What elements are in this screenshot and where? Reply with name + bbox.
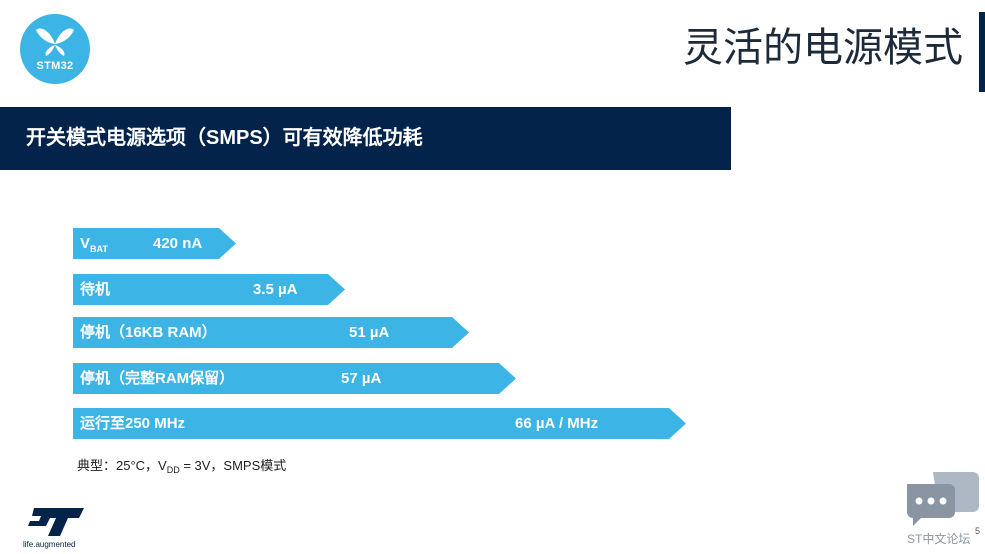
mode-value: 51 µA [349, 324, 390, 341]
mode-arrow-vbat: VBAT 420 nA [73, 228, 236, 259]
mode-label: 停机（完整RAM保留） [80, 370, 235, 387]
mode-label: 待机 [80, 281, 111, 298]
mode-value: 57 µA [341, 370, 382, 387]
subtitle-band: 开关模式电源选项（SMPS）可有效降低功耗 [0, 107, 731, 170]
mode-label: 停机（16KB RAM） [80, 324, 217, 341]
butterfly-icon [36, 28, 74, 56]
st-tagline: life.augmented [23, 540, 76, 549]
mode-label: VBAT [80, 235, 108, 254]
chat-bubble-icon [907, 472, 979, 526]
st-logo-icon [28, 508, 84, 536]
mode-label: 运行至250 MHz [80, 415, 186, 432]
logo-text: STM32 [36, 60, 74, 72]
mode-arrow-stop-full-ram: 停机（完整RAM保留） 57 µA [73, 363, 516, 394]
title-accent-bar [979, 12, 985, 92]
slide-subtitle: 开关模式电源选项（SMPS）可有效降低功耗 [26, 127, 423, 149]
mode-arrow-stop-16kb: 停机（16KB RAM） 51 µA [73, 317, 469, 348]
forum-label: ST中文论坛 [907, 532, 971, 546]
mode-arrow-standby: 待机 3.5 µA [73, 274, 345, 305]
page-number: 5 [975, 526, 981, 536]
mode-value: 420 nA [153, 235, 203, 252]
stm32-logo: STM32 [20, 14, 90, 84]
mode-value: 3.5 µA [253, 281, 298, 298]
mode-value: 66 µA / MHz [515, 415, 599, 432]
slide-title: 灵活的电源模式 [683, 26, 963, 70]
mode-arrow-run: 运行至250 MHz 66 µA / MHz [73, 408, 686, 439]
conditions-note: 典型：25°C，VDD = 3V，SMPS模式 [77, 458, 287, 475]
